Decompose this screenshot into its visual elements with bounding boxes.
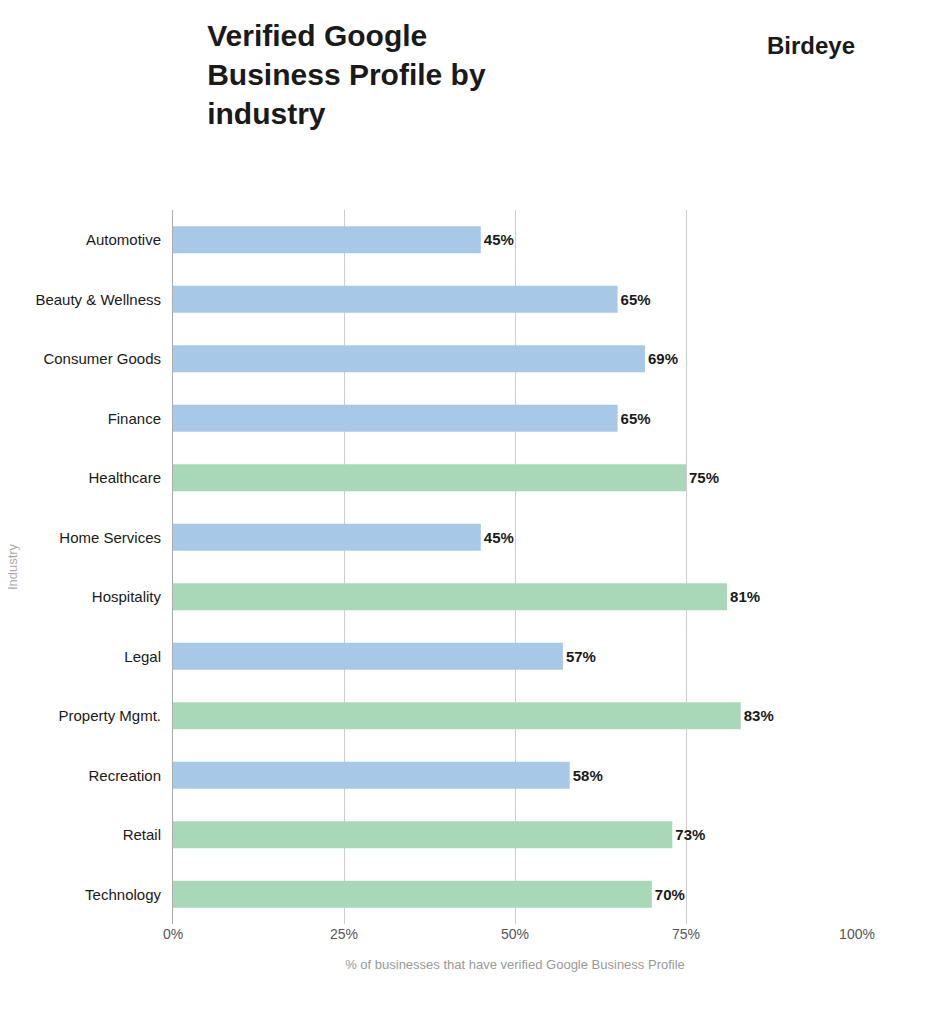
svg-text:Beauty & Wellness: Beauty & Wellness xyxy=(35,291,161,308)
svg-text:Retail: Retail xyxy=(123,826,161,843)
svg-text:Hospitality: Hospitality xyxy=(92,588,162,605)
svg-text:Birdeye: Birdeye xyxy=(767,32,855,59)
svg-text:Healthcare: Healthcare xyxy=(88,469,161,486)
svg-text:25%: 25% xyxy=(330,926,358,942)
svg-text:Legal: Legal xyxy=(124,648,161,665)
svg-text:0%: 0% xyxy=(163,926,183,942)
svg-text:100%: 100% xyxy=(839,926,875,942)
svg-text:Recreation: Recreation xyxy=(88,767,161,784)
svg-text:65%: 65% xyxy=(621,410,651,427)
svg-text:Industry: Industry xyxy=(5,543,20,590)
svg-text:65%: 65% xyxy=(621,291,651,308)
svg-text:57%: 57% xyxy=(566,648,596,665)
svg-text:75%: 75% xyxy=(689,469,719,486)
svg-text:81%: 81% xyxy=(730,588,760,605)
svg-text:75%: 75% xyxy=(672,926,700,942)
svg-text:45%: 45% xyxy=(484,231,514,248)
svg-text:50%: 50% xyxy=(501,926,529,942)
svg-text:70%: 70% xyxy=(655,886,685,903)
svg-text:Technology: Technology xyxy=(85,886,161,903)
svg-text:45%: 45% xyxy=(484,529,514,546)
svg-text:69%: 69% xyxy=(648,350,678,367)
svg-text:73%: 73% xyxy=(675,826,705,843)
svg-text:Automotive: Automotive xyxy=(86,231,161,248)
svg-text:58%: 58% xyxy=(573,767,603,784)
svg-text:% of businesses that have veri: % of businesses that have verified Googl… xyxy=(345,957,685,972)
svg-text:Home Services: Home Services xyxy=(59,529,161,546)
svg-text:Finance: Finance xyxy=(108,410,161,427)
svg-text:Consumer Goods: Consumer Goods xyxy=(43,350,161,367)
svg-text:Verified GoogleBusiness Profil: Verified GoogleBusiness Profile byindust… xyxy=(207,19,486,130)
svg-text:83%: 83% xyxy=(744,707,774,724)
svg-text:Property Mgmt.: Property Mgmt. xyxy=(58,707,161,724)
